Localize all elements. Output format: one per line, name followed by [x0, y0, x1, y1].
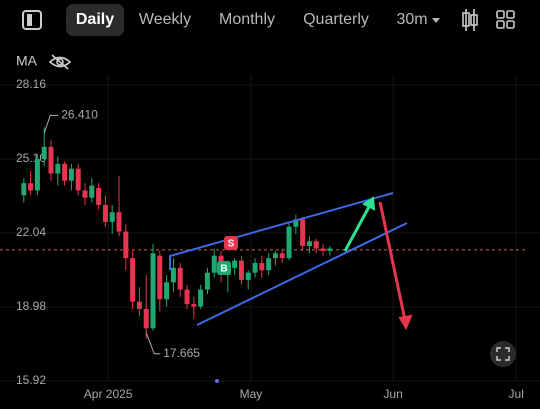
sell-signal: S: [228, 239, 235, 250]
fullscreen-button[interactable]: [490, 341, 516, 367]
candle-body: [232, 260, 238, 268]
candle-body: [177, 267, 183, 290]
candle-body: [62, 163, 68, 181]
candle-body: [150, 253, 156, 329]
tab[interactable]: Daily: [76, 11, 114, 28]
candle-body: [89, 185, 95, 198]
high-label: 26.410: [61, 107, 98, 121]
high-leader: [43, 114, 59, 134]
candle-body: [109, 212, 115, 222]
candle-body: [327, 248, 333, 251]
x-tick-label: Jun: [383, 387, 402, 401]
candle-body: [286, 226, 292, 259]
tab[interactable]: Weekly: [139, 11, 191, 28]
candle-body: [123, 231, 129, 259]
candle-body: [82, 190, 88, 198]
candle-body: [198, 289, 204, 307]
candle-body: [28, 183, 34, 191]
candle-body: [48, 146, 54, 174]
candle-type-button[interactable]: [462, 9, 478, 31]
candle-body: [320, 248, 326, 251]
sell-badge[interactable]: [224, 236, 238, 250]
tab[interactable]: Quarterly: [303, 11, 369, 28]
candle-body: [259, 262, 265, 271]
candle-body: [157, 255, 163, 300]
up-arrow: [343, 204, 372, 252]
candle-body: [75, 168, 81, 191]
candle-body: [204, 272, 210, 290]
sidebar-toggle[interactable]: [22, 10, 42, 30]
layout-button[interactable]: [496, 10, 515, 29]
candle-body: [313, 241, 319, 249]
tab[interactable]: Monthly: [219, 11, 275, 28]
candle-body: [238, 260, 244, 280]
down-arrow-head: [398, 314, 413, 331]
candle-body: [34, 159, 40, 191]
down-arrow: [378, 201, 407, 321]
candle-body: [191, 304, 197, 307]
candle-body: [143, 308, 149, 329]
x-tick-label: Jul: [509, 387, 524, 401]
y-tick-label: 18.98: [16, 299, 46, 313]
indicator-label: MA: [16, 53, 38, 69]
candle-body: [272, 253, 278, 259]
dropdown-caret: [432, 18, 440, 23]
candle-body: [164, 282, 170, 300]
event-dot[interactable]: [215, 379, 219, 383]
candle-body: [306, 241, 312, 247]
low-label: 17.665: [163, 346, 200, 360]
candle-body: [130, 258, 136, 302]
candle-body: [41, 146, 47, 159]
candle-body: [55, 163, 61, 174]
channel-lower: [196, 222, 408, 326]
y-tick-label: 22.04: [16, 225, 46, 239]
buy-badge[interactable]: [217, 261, 231, 275]
candle-body: [102, 204, 108, 222]
candle-body: [68, 168, 74, 181]
drawings: [169, 192, 413, 331]
channel-upper: [169, 192, 394, 270]
buy-signal: B: [220, 264, 227, 275]
candle-body: [116, 212, 122, 232]
candle-body: [170, 267, 176, 283]
candle-body: [211, 255, 217, 273]
candle-body: [300, 219, 306, 247]
candle-body: [279, 253, 285, 259]
y-tick-label: 28.16: [16, 77, 46, 91]
candle-body: [266, 258, 272, 271]
candle-body: [136, 301, 142, 309]
candle-body: [184, 289, 190, 305]
candle-body: [252, 262, 258, 273]
candle-body: [21, 183, 27, 196]
x-tick-label: May: [240, 387, 263, 401]
active-tab-bg: [66, 4, 124, 36]
up-arrow-head: [362, 196, 376, 211]
candle-body: [245, 272, 251, 280]
visibility-toggle[interactable]: [48, 54, 72, 70]
low-leader: [145, 332, 161, 355]
interval-select[interactable]: 30m: [396, 11, 427, 28]
x-tick-label: Apr 2025: [84, 387, 133, 401]
candle-body: [293, 219, 299, 227]
y-tick-label: 15.92: [16, 373, 46, 387]
candle-body: [96, 188, 102, 205]
